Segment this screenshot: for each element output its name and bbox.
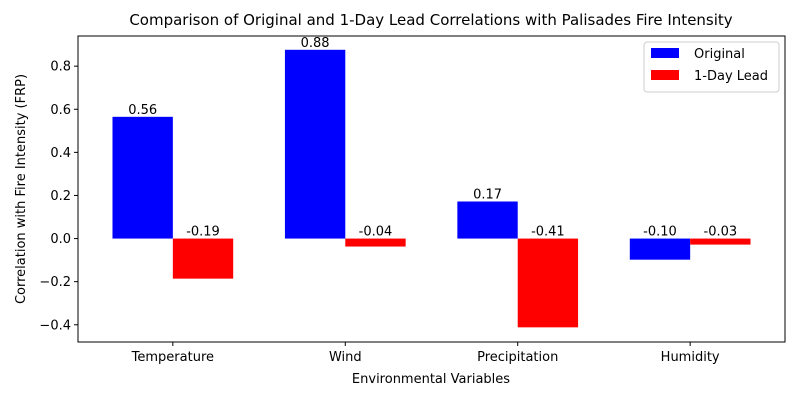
bar-label-original-precipitation: 0.17 [473, 187, 502, 202]
x-axis-label: Environmental Variables [352, 372, 510, 387]
bar-label-1-day-lead-wind: -0.04 [359, 225, 393, 240]
bar-1-day-lead-precipitation [517, 238, 579, 328]
legend-label-original: Original [694, 47, 745, 62]
bar-label-1-day-lead-precipitation: -0.41 [531, 225, 565, 240]
bar-label-1-day-lead-temperature: -0.19 [186, 225, 220, 240]
bar-1-day-lead-humidity [690, 238, 751, 245]
bar-1-day-lead-wind [345, 238, 406, 247]
bar-label-1-day-lead-humidity: -0.03 [704, 225, 738, 240]
y-tick-label: −0.2 [39, 275, 71, 290]
y-axis-label: Correlation with Fire Intensity (FRP) [14, 74, 29, 304]
legend-swatch-1-day-lead [651, 70, 679, 80]
bar-1-day-lead-temperature [172, 238, 234, 279]
x-tick-label-humidity: Humidity [661, 350, 720, 365]
axes-frame [77, 35, 786, 343]
y-tick-label: −0.4 [39, 318, 71, 333]
bar-label-original-temperature: 0.56 [128, 103, 157, 118]
y-tick-label: 0.8 [50, 60, 71, 75]
x-tick-label-wind: Wind [329, 350, 362, 365]
chart-title: Comparison of Original and 1-Day Lead Co… [129, 11, 732, 29]
bar-original-precipitation [457, 201, 518, 239]
bar-original-wind [284, 49, 346, 239]
legend-swatch-original [651, 48, 679, 58]
x-tick-label-temperature: Temperature [131, 350, 214, 365]
plot-area: 0.56 0.88 0.17 -0.10 -0.19 -0.04 -0.41 -0.03 −0.… [39, 36, 751, 365]
bar-original-temperature [112, 116, 173, 239]
bar-original-humidity [629, 238, 691, 260]
y-tick-label: 0.0 [50, 232, 71, 247]
bar-label-original-humidity: -0.10 [643, 225, 677, 240]
legend: Original 1-Day Lead [643, 41, 780, 93]
legend-label-1-day-lead: 1-Day Lead [694, 69, 768, 84]
x-tick-label-precipitation: Precipitation [477, 350, 558, 365]
bar-label-original-wind: 0.88 [301, 36, 330, 51]
y-tick-label: 0.4 [50, 146, 71, 161]
y-tick-label: 0.6 [50, 103, 71, 118]
y-tick-label: 0.2 [50, 189, 71, 204]
